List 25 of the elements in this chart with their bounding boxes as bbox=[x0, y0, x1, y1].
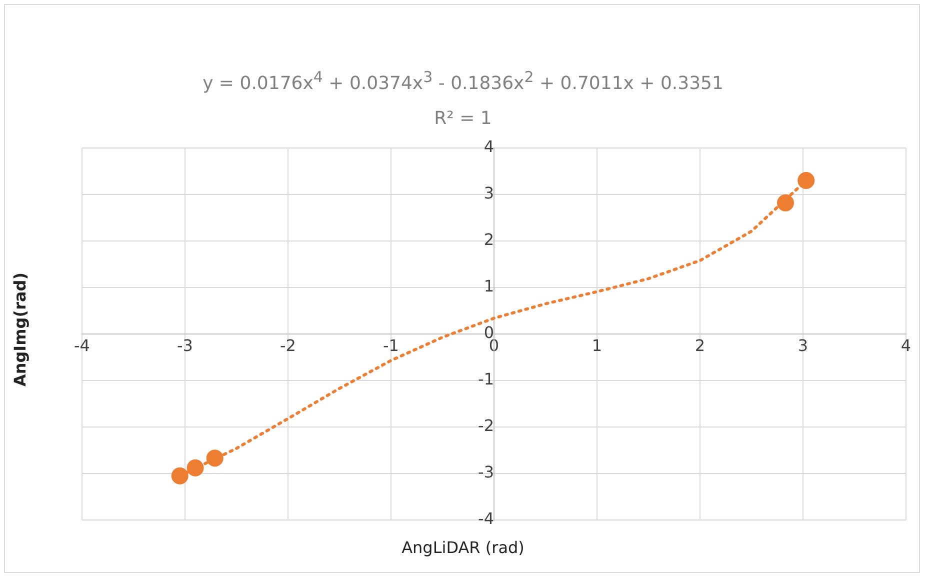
x-tick-label: -2 bbox=[280, 336, 296, 355]
point bbox=[776, 194, 794, 212]
x-tick-label: -4 bbox=[74, 336, 90, 355]
x-tick-label: -1 bbox=[383, 336, 399, 355]
y-tick-label: 2 bbox=[484, 230, 494, 250]
y-tick-label: 1 bbox=[484, 276, 494, 296]
x-tick-label: 1 bbox=[592, 336, 602, 355]
x-tick-label: -3 bbox=[177, 336, 193, 355]
x-tick-label: 2 bbox=[694, 336, 706, 355]
y-tick-label: -3 bbox=[478, 462, 494, 482]
point bbox=[206, 450, 224, 467]
point bbox=[798, 172, 815, 190]
y-tick-label: -2 bbox=[478, 416, 494, 436]
x-tick-label: 3 bbox=[798, 336, 808, 355]
x-axis-title: AngLiDAR (rad) bbox=[400, 538, 526, 557]
y-tick-label: 4 bbox=[484, 137, 494, 156]
y-axis-title: AngImg(rad) bbox=[10, 271, 30, 389]
y-tick-label: -1 bbox=[478, 370, 494, 389]
x-tick-label: 4 bbox=[900, 336, 912, 355]
point bbox=[171, 467, 188, 484]
y-tick-label: 3 bbox=[484, 184, 494, 203]
point bbox=[186, 459, 204, 476]
text: y = 0.0176x$^{4}$ + 0.0374x$^{3}$ - 0.1836x$^{2}$ + 0.7011x + 0.3351 bbox=[202, 68, 724, 94]
text: R² = 1 bbox=[433, 108, 493, 129]
y-tick-label: -4 bbox=[478, 509, 494, 528]
